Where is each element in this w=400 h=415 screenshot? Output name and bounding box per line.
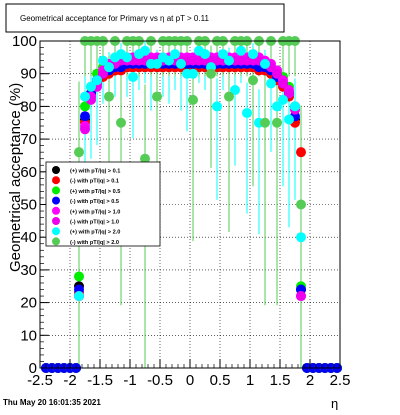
data-point <box>296 232 306 243</box>
legend-label: (+) with pT/|q| > 1.0 <box>70 209 120 215</box>
data-point <box>272 117 282 128</box>
legend-label: (-) with pT/|q| > 0.5 <box>70 199 119 205</box>
data-point <box>266 78 276 89</box>
data-point <box>116 117 126 128</box>
data-point <box>170 49 180 60</box>
y-tick-label: 20 <box>20 295 37 312</box>
data-point <box>86 81 96 92</box>
data-point <box>272 68 282 79</box>
y-tick-label: 100 <box>12 33 37 50</box>
legend-label: (+) with pT/|q| > 0.5 <box>70 189 120 195</box>
x-tick-label: 2.5 <box>330 372 351 389</box>
data-point <box>188 68 198 79</box>
data-point <box>200 49 210 60</box>
x-tick-label: -1.5 <box>87 372 113 389</box>
title-box: Geometrical acceptance for Primary vs η … <box>5 3 285 33</box>
y-tick-label: 50 <box>20 197 37 214</box>
y-tick-label: 90 <box>20 66 37 83</box>
data-point <box>206 68 216 79</box>
data-point <box>92 75 102 86</box>
y-tick-label: 40 <box>20 229 37 246</box>
data-point <box>242 107 252 118</box>
data-point <box>218 49 228 60</box>
data-point <box>74 147 84 158</box>
data-point <box>260 58 270 69</box>
x-tick-label: 2 <box>306 372 314 389</box>
y-tick-label: 30 <box>20 262 37 279</box>
x-tick-label: -2 <box>63 372 76 389</box>
data-point <box>152 91 162 102</box>
y-tick-label: 10 <box>20 327 37 344</box>
data-point <box>128 71 138 82</box>
data-point <box>164 55 174 66</box>
x-tick-label: -2.5 <box>27 372 53 389</box>
data-point <box>140 153 150 164</box>
data-point <box>248 75 258 86</box>
data-point <box>74 271 84 282</box>
data-point <box>80 91 90 102</box>
legend-marker <box>52 227 60 236</box>
x-tick-label: -0.5 <box>147 372 173 389</box>
x-tick-label: 1 <box>246 372 254 389</box>
timestamp: Thu May 20 16:01:35 2021 <box>3 398 101 407</box>
data-point <box>212 101 222 112</box>
x-tick-label: 0 <box>186 372 194 389</box>
data-point <box>272 101 282 112</box>
legend-marker <box>52 176 60 185</box>
x-tick-label: -1 <box>123 372 136 389</box>
data-point <box>80 101 90 112</box>
data-point <box>188 94 198 105</box>
legend-box <box>45 161 161 247</box>
data-point <box>152 58 162 69</box>
data-point <box>248 49 258 60</box>
legend-label: (-) with pT/|q| > 0.1 <box>70 179 119 185</box>
data-point <box>122 52 132 63</box>
data-point <box>296 291 306 302</box>
data-point <box>140 45 150 56</box>
legend-label: (+) with pT/|q| > 0.1 <box>70 169 120 175</box>
data-point <box>296 147 306 158</box>
chart-title: Geometrical acceptance for Primary vs η … <box>20 14 209 23</box>
legend-marker <box>52 166 60 174</box>
y-axis-label: Geometrical acceptance (%) <box>7 83 24 272</box>
data-point <box>224 55 234 66</box>
x-tick-label: 1.5 <box>270 372 291 389</box>
y-tick-label: 70 <box>20 131 37 148</box>
data-point <box>278 78 288 89</box>
legend-marker <box>52 206 60 215</box>
data-point <box>284 114 294 125</box>
x-tick-label: 0.5 <box>210 372 231 389</box>
data-point <box>104 62 114 73</box>
data-point <box>278 94 288 105</box>
data-point <box>98 55 108 66</box>
data-point <box>224 91 234 102</box>
data-point <box>296 199 306 210</box>
legend-label: (-) with pT/|q| > 1.0 <box>70 220 119 226</box>
legend-label: (-) with pT/|q| > 2.0 <box>70 240 119 246</box>
legend-marker <box>52 196 60 205</box>
legend-marker <box>52 237 60 246</box>
data-point <box>230 85 240 96</box>
data-point <box>74 291 84 302</box>
data-point <box>284 88 294 99</box>
data-point <box>260 117 270 128</box>
x-axis-label: η <box>331 396 338 410</box>
data-point <box>80 124 90 135</box>
y-tick-label: 0 <box>29 360 37 377</box>
y-tick-label: 80 <box>20 98 37 115</box>
data-point <box>98 68 108 79</box>
legend: (+) with pT/|q| > 0.1 (-) with pT/|q| > 0… <box>45 161 161 247</box>
legend-marker <box>52 186 60 195</box>
data-point <box>176 58 186 69</box>
y-tick-label: 60 <box>20 164 37 181</box>
legend-marker <box>52 217 60 225</box>
legend-label: (+) with pT/|q| > 2.0 <box>70 230 120 236</box>
data-point <box>290 101 300 112</box>
data-point <box>104 91 114 102</box>
data-point <box>80 111 90 122</box>
data-point <box>236 45 246 56</box>
